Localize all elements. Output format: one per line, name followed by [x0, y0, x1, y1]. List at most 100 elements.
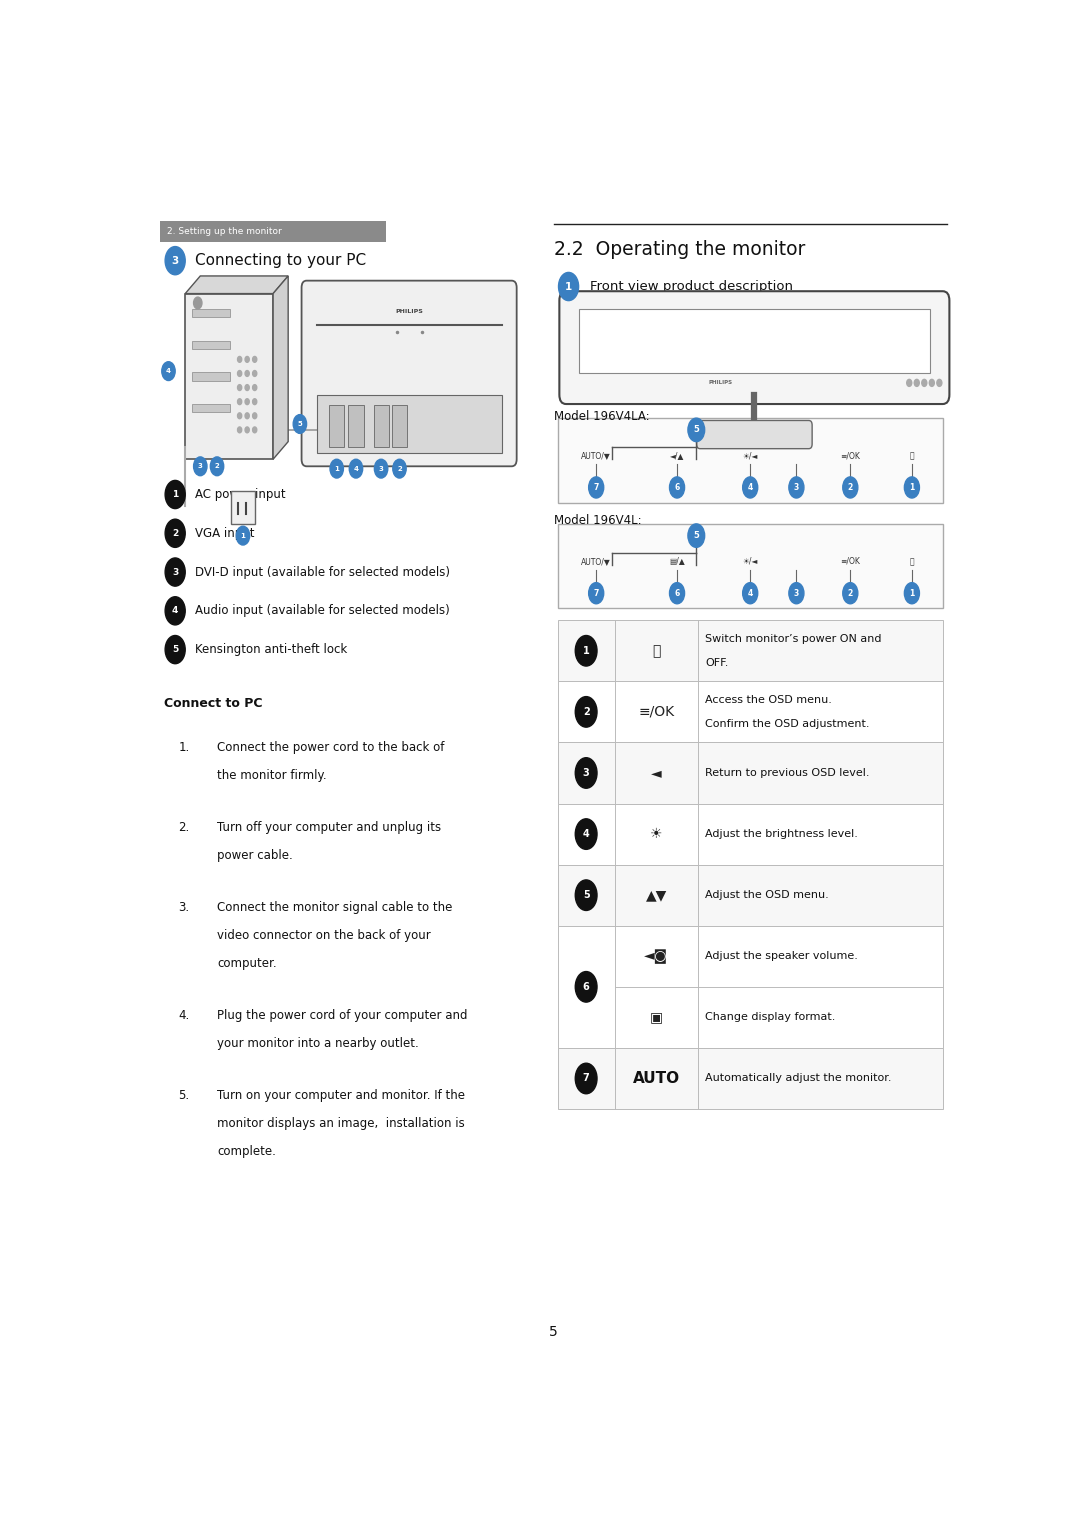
Circle shape: [165, 635, 186, 664]
Circle shape: [576, 758, 597, 789]
Text: Connect to PC: Connect to PC: [164, 696, 262, 710]
Text: Front view product description: Front view product description: [591, 281, 794, 293]
Text: ☀: ☀: [650, 827, 663, 841]
Circle shape: [253, 427, 257, 433]
Text: 1: 1: [583, 645, 590, 656]
Circle shape: [165, 559, 186, 586]
Bar: [557, 681, 943, 743]
Polygon shape: [273, 276, 288, 459]
Circle shape: [576, 1064, 597, 1094]
Text: 5: 5: [297, 421, 302, 427]
Circle shape: [238, 398, 242, 404]
Bar: [557, 620, 943, 681]
Circle shape: [936, 380, 942, 386]
Text: video connector on the back of your: video connector on the back of your: [217, 929, 431, 942]
Circle shape: [238, 414, 242, 418]
Text: 1: 1: [172, 490, 178, 499]
Text: AUTO/▼: AUTO/▼: [581, 557, 611, 566]
Text: DVI-D input (available for selected models): DVI-D input (available for selected mode…: [195, 566, 450, 578]
Circle shape: [238, 427, 242, 433]
Text: ≡/OK: ≡/OK: [840, 557, 861, 566]
Text: monitor displays an image,  installation is: monitor displays an image, installation …: [217, 1117, 464, 1131]
Text: 7: 7: [594, 589, 599, 598]
Text: 1: 1: [335, 465, 339, 472]
Circle shape: [842, 476, 858, 497]
Bar: [231, 491, 255, 523]
Text: ⏻: ⏻: [909, 452, 914, 461]
Text: AUTO/▼: AUTO/▼: [581, 452, 611, 461]
Text: ◄/▲: ◄/▲: [670, 452, 685, 461]
Text: 7: 7: [583, 1073, 590, 1083]
Text: Plug the power cord of your computer and: Plug the power cord of your computer and: [217, 1009, 468, 1022]
Text: Adjust the speaker volume.: Adjust the speaker volume.: [705, 951, 858, 961]
Text: 5: 5: [583, 890, 590, 900]
Text: Turn off your computer and unplug its: Turn off your computer and unplug its: [217, 821, 441, 835]
Circle shape: [165, 247, 186, 275]
FancyBboxPatch shape: [301, 281, 516, 467]
Text: computer.: computer.: [217, 957, 276, 971]
Circle shape: [162, 362, 175, 380]
Circle shape: [589, 476, 604, 497]
Text: 1: 1: [909, 482, 915, 491]
Text: PHILIPS: PHILIPS: [395, 308, 423, 314]
Polygon shape: [186, 276, 288, 293]
Circle shape: [688, 523, 704, 548]
Text: 6: 6: [583, 981, 590, 992]
Text: 4: 4: [747, 589, 753, 598]
Text: 1.: 1.: [178, 742, 190, 754]
Circle shape: [670, 476, 685, 497]
Circle shape: [245, 385, 249, 391]
Text: 3: 3: [794, 482, 799, 491]
Circle shape: [907, 380, 912, 386]
Circle shape: [576, 881, 597, 911]
Circle shape: [904, 476, 919, 497]
Text: Connect the monitor signal cable to the: Connect the monitor signal cable to the: [217, 900, 453, 914]
Text: 4: 4: [747, 482, 753, 491]
Circle shape: [558, 273, 579, 301]
Text: ▲▼: ▲▼: [646, 888, 667, 902]
Text: ◄◙: ◄◙: [645, 949, 669, 963]
Text: 5: 5: [693, 531, 699, 540]
Circle shape: [165, 481, 186, 508]
Circle shape: [245, 398, 249, 404]
Circle shape: [375, 459, 388, 478]
Text: 5.: 5.: [178, 1090, 190, 1102]
Text: Adjust the brightness level.: Adjust the brightness level.: [705, 829, 858, 839]
Bar: [392, 406, 407, 447]
Circle shape: [670, 583, 685, 604]
Text: 7: 7: [594, 482, 599, 491]
Text: Model 196V4L:: Model 196V4L:: [554, 514, 642, 528]
Circle shape: [589, 583, 604, 604]
Text: Turn on your computer and monitor. If the: Turn on your computer and monitor. If th…: [217, 1090, 465, 1102]
Text: 2: 2: [172, 530, 178, 537]
Text: 3: 3: [198, 464, 203, 470]
Circle shape: [165, 597, 186, 626]
Circle shape: [576, 819, 597, 850]
Text: Change display format.: Change display format.: [705, 1012, 835, 1022]
Text: Return to previous OSD level.: Return to previous OSD level.: [705, 768, 869, 778]
Circle shape: [788, 476, 804, 497]
Text: 2: 2: [848, 482, 853, 491]
Text: ≡/OK: ≡/OK: [840, 452, 861, 461]
Bar: [192, 308, 230, 317]
Text: 3: 3: [172, 256, 179, 266]
Bar: [192, 340, 230, 349]
Text: PHILIPS: PHILIPS: [708, 380, 733, 386]
Text: 2. Setting up the monitor: 2. Setting up the monitor: [166, 227, 282, 237]
Circle shape: [245, 427, 249, 433]
Text: complete.: complete.: [217, 1146, 275, 1158]
Circle shape: [915, 380, 919, 386]
Circle shape: [237, 526, 249, 545]
Text: 2: 2: [848, 589, 853, 598]
Text: Model 196V4LA:: Model 196V4LA:: [554, 410, 649, 423]
Text: ▣: ▣: [650, 1010, 663, 1024]
Circle shape: [193, 298, 202, 308]
Circle shape: [193, 456, 207, 476]
Bar: [329, 406, 345, 447]
Circle shape: [576, 972, 597, 1003]
Bar: [557, 418, 943, 502]
Circle shape: [253, 385, 257, 391]
Circle shape: [165, 519, 186, 548]
Circle shape: [238, 371, 242, 377]
Circle shape: [245, 371, 249, 377]
